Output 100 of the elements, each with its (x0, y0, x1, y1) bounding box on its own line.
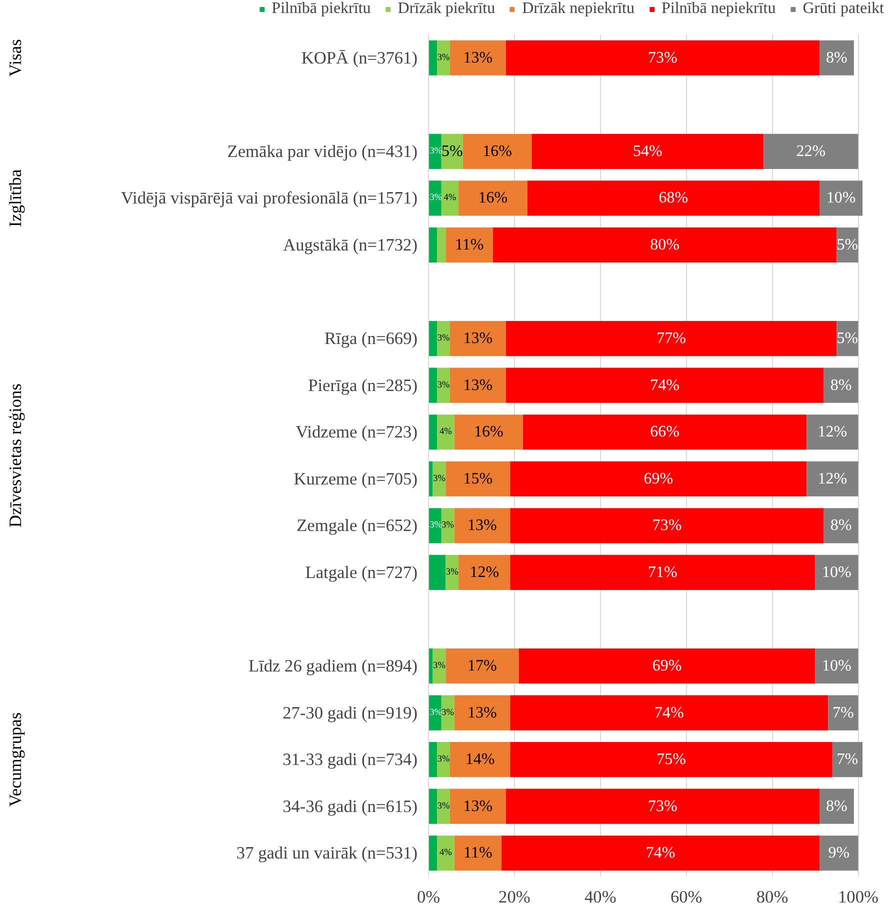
y-tick-label: KOPĀ (n=3761) (301, 48, 418, 68)
data-label: 5% (836, 330, 858, 348)
data-label: 12% (818, 424, 848, 441)
bar (510, 461, 807, 496)
data-label: 3% (446, 567, 459, 578)
data-label: 74% (654, 704, 684, 722)
text: Visas (6, 38, 25, 77)
y-tick-label: Vidējā vispārējā vai profesionālā (n=1571) (121, 188, 418, 208)
bar (428, 788, 438, 824)
data-label: 3% (433, 474, 446, 484)
bar (806, 414, 858, 450)
text: Izglītība (6, 169, 25, 228)
data-label: 80% (650, 236, 680, 254)
y-tick-label: Līdz 26 gadiem (n=894) (248, 656, 418, 676)
data-label: 8% (826, 49, 848, 66)
bar (820, 180, 862, 216)
data-label: 13% (468, 517, 497, 534)
bar (506, 321, 837, 356)
data-label: 13% (468, 704, 497, 722)
data-label: 69% (644, 470, 674, 488)
bar (506, 368, 824, 403)
bar (458, 180, 528, 216)
bar (454, 836, 502, 871)
data-label: 15% (463, 470, 493, 488)
data-label: 12% (470, 564, 500, 581)
data-label: 5% (836, 236, 858, 254)
data-label: 22% (796, 142, 826, 160)
data-label: 3% (437, 380, 450, 390)
data-label: 8% (826, 798, 848, 815)
data-label: 13% (463, 330, 493, 348)
data-label: 13% (463, 49, 493, 66)
bar (428, 414, 438, 450)
data-label: 10% (822, 658, 852, 674)
bar (492, 227, 837, 263)
data-label: 7% (832, 704, 854, 722)
y-tick-label: 27-30 gadi (n=919) (282, 703, 418, 722)
y-tick-label: Zemāka par vidējo (n=431) (227, 142, 418, 161)
bar (450, 368, 506, 403)
bar (458, 554, 510, 590)
bar (806, 461, 858, 496)
bar (454, 414, 524, 450)
bar (437, 227, 446, 263)
bar (518, 648, 816, 684)
bar (454, 695, 510, 730)
data-label: 7% (836, 751, 858, 768)
bar (428, 648, 433, 684)
bar (428, 554, 446, 590)
data-label: 71% (648, 564, 678, 581)
data-label: 73% (648, 798, 678, 815)
text: Dzīvesvietas reģions (6, 383, 25, 528)
x-tick-label: 80% (756, 888, 788, 906)
data-label: 3% (437, 754, 450, 765)
bar (502, 836, 820, 871)
bar (428, 742, 438, 778)
bar (527, 180, 820, 216)
data-label: 3% (442, 708, 454, 718)
bar (510, 554, 816, 590)
data-label: 8% (830, 376, 852, 394)
data-label: 8% (830, 517, 852, 534)
data-label: 3% (437, 801, 450, 812)
data-label: 12% (818, 470, 848, 488)
y-tick-label: Vidzeme (n=723) (296, 422, 418, 442)
y-tick-label: 31-33 gadi (n=734) (282, 750, 418, 770)
data-label: 13% (463, 376, 493, 394)
data-label: 69% (652, 658, 682, 674)
bar (820, 40, 854, 76)
bar (450, 40, 506, 76)
y-tick-label: Rīga (n=669) (324, 329, 418, 348)
bar (446, 648, 519, 684)
bar (510, 695, 828, 730)
x-tick-label: 0% (416, 888, 440, 906)
legend-label: Drīzāk piekrītu (398, 0, 496, 18)
data-label: 3% (430, 193, 442, 204)
bar (506, 40, 820, 76)
bar (428, 40, 438, 76)
data-label: 16% (478, 190, 508, 207)
data-label: 54% (632, 142, 662, 160)
data-label: 3% (430, 708, 442, 718)
bar (462, 134, 532, 169)
bar (428, 836, 438, 871)
x-tick-label: 100% (838, 888, 878, 906)
bar (428, 321, 438, 356)
legend-label: Grūti pateikt (802, 0, 884, 18)
y-tick-label: Zemgale (n=652) (296, 516, 418, 536)
data-label: 16% (482, 142, 512, 160)
data-label: 4% (439, 427, 452, 438)
bar (450, 788, 506, 824)
bar (441, 508, 454, 544)
bar (532, 134, 764, 169)
bar (441, 695, 454, 730)
data-label: 3% (430, 520, 442, 531)
data-label: 73% (652, 517, 682, 534)
bar (828, 695, 858, 730)
x-tick-label: 40% (584, 888, 616, 906)
data-label: 3% (430, 146, 442, 156)
bar (437, 414, 454, 450)
y-tick-label: Latgale (n=727) (305, 562, 418, 582)
data-label: 5% (441, 142, 463, 160)
bar (506, 788, 820, 824)
bar (437, 788, 450, 824)
